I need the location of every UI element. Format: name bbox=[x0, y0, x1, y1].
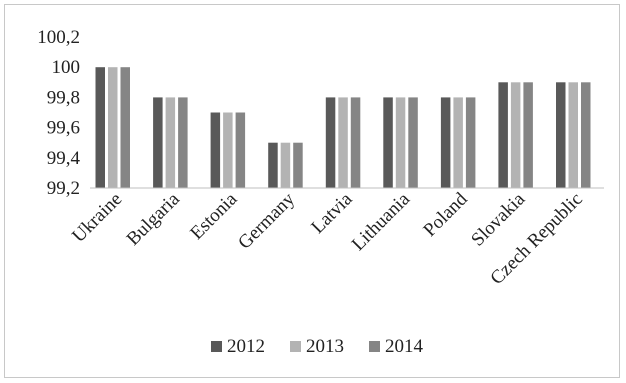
x-category-label: Bulgaria bbox=[123, 188, 185, 250]
legend-label-2014: 2014 bbox=[385, 336, 424, 357]
x-category-label: Germany bbox=[234, 188, 299, 253]
legend-swatch-2012 bbox=[211, 341, 222, 352]
bar-2014-lithuania bbox=[408, 97, 418, 188]
legend-label-2013: 2013 bbox=[306, 336, 344, 357]
legend-label-2012: 2012 bbox=[227, 336, 265, 357]
bar-2012-czech-republic bbox=[556, 82, 566, 188]
y-tick-label: 99,6 bbox=[47, 118, 80, 139]
x-category-label: Poland bbox=[419, 188, 472, 241]
y-tick-label: 100 bbox=[52, 57, 81, 78]
legend-swatch-2013 bbox=[290, 341, 301, 352]
bar-2012-poland bbox=[440, 97, 451, 188]
bar-2014-poland bbox=[465, 97, 476, 188]
bar-2012-latvia bbox=[325, 97, 336, 188]
y-tick-label: 99,4 bbox=[47, 148, 81, 169]
bar-2013-germany bbox=[280, 142, 291, 188]
chart-frame bbox=[4, 4, 620, 378]
x-category-label: Estonia bbox=[186, 188, 242, 244]
bar-2014-latvia bbox=[350, 97, 361, 188]
bar-2013-estonia bbox=[223, 112, 233, 188]
bar-2014-estonia bbox=[235, 112, 246, 188]
bar-2012-slovakia bbox=[498, 82, 508, 188]
legend-swatch-2014 bbox=[369, 341, 380, 352]
bar-2013-lithuania bbox=[395, 97, 406, 188]
bar-2013-latvia bbox=[338, 97, 348, 188]
bar-2012-lithuania bbox=[383, 97, 393, 188]
bar-2013-bulgaria bbox=[165, 97, 176, 188]
bar-2014-germany bbox=[293, 142, 303, 188]
y-tick-label: 99,2 bbox=[47, 178, 80, 199]
y-tick-label: 99,8 bbox=[47, 87, 80, 108]
bars-group bbox=[95, 67, 591, 188]
bar-2014-slovakia bbox=[523, 82, 533, 188]
bar-2013-poland bbox=[453, 97, 463, 188]
bar-2013-czech-republic bbox=[568, 82, 578, 188]
bar-2013-ukraine bbox=[108, 67, 118, 188]
bar-2012-estonia bbox=[210, 112, 221, 188]
bar-2014-bulgaria bbox=[178, 97, 188, 188]
bar-2013-slovakia bbox=[510, 82, 521, 188]
bar-2014-ukraine bbox=[120, 67, 130, 188]
bar-2014-czech-republic bbox=[581, 82, 591, 188]
y-axis: 99,2 99,4 99,6 99,8 100 100,2 bbox=[37, 27, 80, 199]
x-category-label: Latvia bbox=[307, 188, 357, 238]
bar-2012-germany bbox=[268, 142, 278, 188]
x-category-label: Lithuania bbox=[348, 188, 415, 255]
bar-2012-bulgaria bbox=[153, 97, 163, 188]
bar-2012-ukraine bbox=[95, 67, 105, 188]
legend: 2012 2013 2014 bbox=[211, 336, 424, 357]
y-tick-label: 100,2 bbox=[37, 27, 80, 48]
